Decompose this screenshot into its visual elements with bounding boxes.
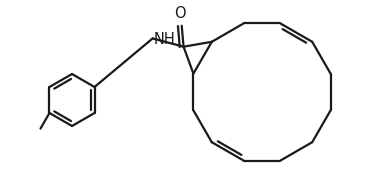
Text: NH: NH	[154, 32, 175, 47]
Text: O: O	[174, 6, 186, 21]
